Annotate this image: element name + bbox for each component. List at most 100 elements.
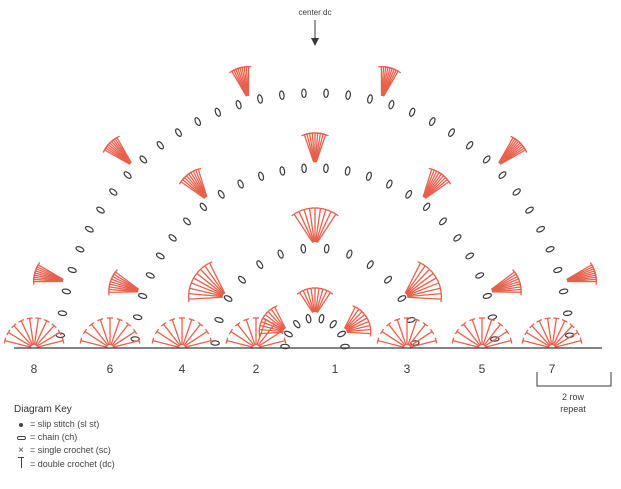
dc-stitch bbox=[498, 137, 514, 164]
dc-stitch-top bbox=[197, 321, 204, 327]
dc-stitch bbox=[316, 213, 337, 244]
dc-stitch bbox=[554, 339, 582, 348]
dc-stitch bbox=[423, 172, 440, 198]
dc-stitch bbox=[99, 319, 110, 346]
dc-stitch bbox=[208, 262, 226, 294]
chain-stitch bbox=[482, 292, 492, 299]
dc-stitch bbox=[345, 317, 368, 331]
dc-stitch bbox=[111, 278, 139, 291]
dc-stitch bbox=[184, 331, 208, 347]
dc-stitch bbox=[424, 177, 446, 199]
key-item-single-crochet: × = single crochet (sc) bbox=[14, 444, 214, 457]
dc-stitch-top bbox=[189, 279, 194, 286]
key-item-chain: = chain (ch) bbox=[14, 431, 214, 444]
chain-stitch bbox=[280, 343, 290, 350]
chain-stitch bbox=[301, 163, 307, 174]
dc-stitch bbox=[531, 325, 551, 347]
dc-stitch bbox=[274, 306, 287, 329]
chain-stitch bbox=[305, 313, 312, 324]
dc-stitch bbox=[237, 323, 255, 347]
chain-stitch bbox=[75, 246, 85, 253]
chain-stitch bbox=[237, 275, 246, 284]
dc-stitch-top bbox=[413, 318, 420, 322]
key-item-double-crochet: = double crochet (dc) bbox=[14, 457, 214, 472]
chain-stitch bbox=[109, 188, 118, 196]
dc-stitch bbox=[306, 133, 315, 163]
dc-stitch-top bbox=[97, 318, 104, 322]
dc-stitch bbox=[315, 133, 322, 163]
dc-stitch bbox=[193, 277, 224, 296]
row-number-3: 3 bbox=[404, 362, 411, 376]
dc-stitch bbox=[182, 319, 193, 346]
dc-stitch bbox=[315, 133, 324, 163]
dc-stitch-top bbox=[451, 337, 455, 344]
dc-stitch bbox=[484, 339, 512, 348]
dc-stitch bbox=[197, 169, 208, 198]
dc-stitch bbox=[184, 339, 212, 348]
chain-stitch bbox=[279, 90, 285, 100]
dc-stitch bbox=[28, 318, 35, 346]
dc-stitch-top bbox=[509, 337, 513, 344]
dc-stitch-top bbox=[589, 261, 594, 268]
dc-stitch-top bbox=[296, 290, 303, 295]
dc-stitch bbox=[115, 271, 140, 290]
dc-stitch-top bbox=[436, 279, 441, 286]
chain-stitch bbox=[168, 234, 177, 242]
key-item-slip-stitch: = slip stitch (sl st) bbox=[14, 418, 214, 431]
dc-stitch-top bbox=[488, 318, 495, 322]
dc-stitch bbox=[463, 323, 481, 347]
dc-stitch bbox=[566, 264, 593, 281]
dc-stitch-top bbox=[429, 328, 435, 335]
dc-stitch bbox=[112, 275, 139, 291]
chain-stitch bbox=[422, 202, 431, 211]
dc-stitch-top bbox=[43, 318, 50, 323]
dc-stitch bbox=[525, 331, 550, 348]
chain-stitch bbox=[405, 189, 413, 199]
dc-stitch bbox=[346, 324, 371, 332]
chain-stitch bbox=[475, 272, 485, 279]
dc-stitch bbox=[406, 272, 434, 296]
chain-stitch bbox=[293, 319, 301, 329]
chain-stitch bbox=[235, 100, 242, 110]
dc-stitch bbox=[109, 283, 139, 292]
chain-stitch bbox=[174, 128, 183, 137]
repeat-label-line2: repeat bbox=[560, 404, 586, 414]
dc-stitch-top bbox=[579, 337, 583, 344]
chain-stitch bbox=[139, 155, 148, 164]
dc-stitch-top bbox=[202, 263, 208, 269]
dc-stitch bbox=[156, 331, 180, 347]
dc-stitch bbox=[188, 296, 223, 300]
dc-stitch bbox=[192, 170, 207, 198]
chain-stitch bbox=[123, 171, 132, 179]
dc-stitch-top bbox=[271, 321, 278, 327]
dc-stitch-top bbox=[188, 285, 192, 292]
dc-stitch bbox=[182, 179, 206, 199]
dc-stitch bbox=[191, 282, 224, 297]
dc-stitch bbox=[230, 331, 254, 347]
dc-stitch bbox=[190, 172, 207, 198]
dc-stitch bbox=[407, 319, 418, 346]
chain-stitch bbox=[214, 316, 224, 324]
dc-stitch-top bbox=[225, 337, 229, 344]
stitch-motif-layer bbox=[3, 65, 598, 350]
dc-stitch-top bbox=[209, 337, 213, 344]
dc-stitch-top bbox=[510, 135, 517, 140]
dc-stitch bbox=[80, 339, 108, 348]
dc-stitch bbox=[553, 325, 573, 347]
dc-stitch-top bbox=[204, 328, 210, 335]
dc-stitch bbox=[258, 339, 286, 348]
dc-stitch bbox=[314, 288, 320, 313]
dc-stitch bbox=[256, 319, 267, 346]
chain-stitch bbox=[132, 314, 143, 321]
chain-stitch bbox=[323, 243, 330, 254]
chain-stitch bbox=[525, 206, 534, 214]
dc-stitch bbox=[270, 308, 286, 330]
dc-stitch-top bbox=[116, 318, 123, 322]
chain-stitch bbox=[553, 266, 563, 274]
dc-stitch-top bbox=[79, 337, 83, 344]
dc-stitch bbox=[423, 173, 442, 198]
dc-stitch bbox=[388, 323, 406, 347]
dc-stitch bbox=[188, 173, 207, 198]
chain-stitch bbox=[61, 288, 72, 295]
chain-stitch bbox=[558, 288, 569, 295]
